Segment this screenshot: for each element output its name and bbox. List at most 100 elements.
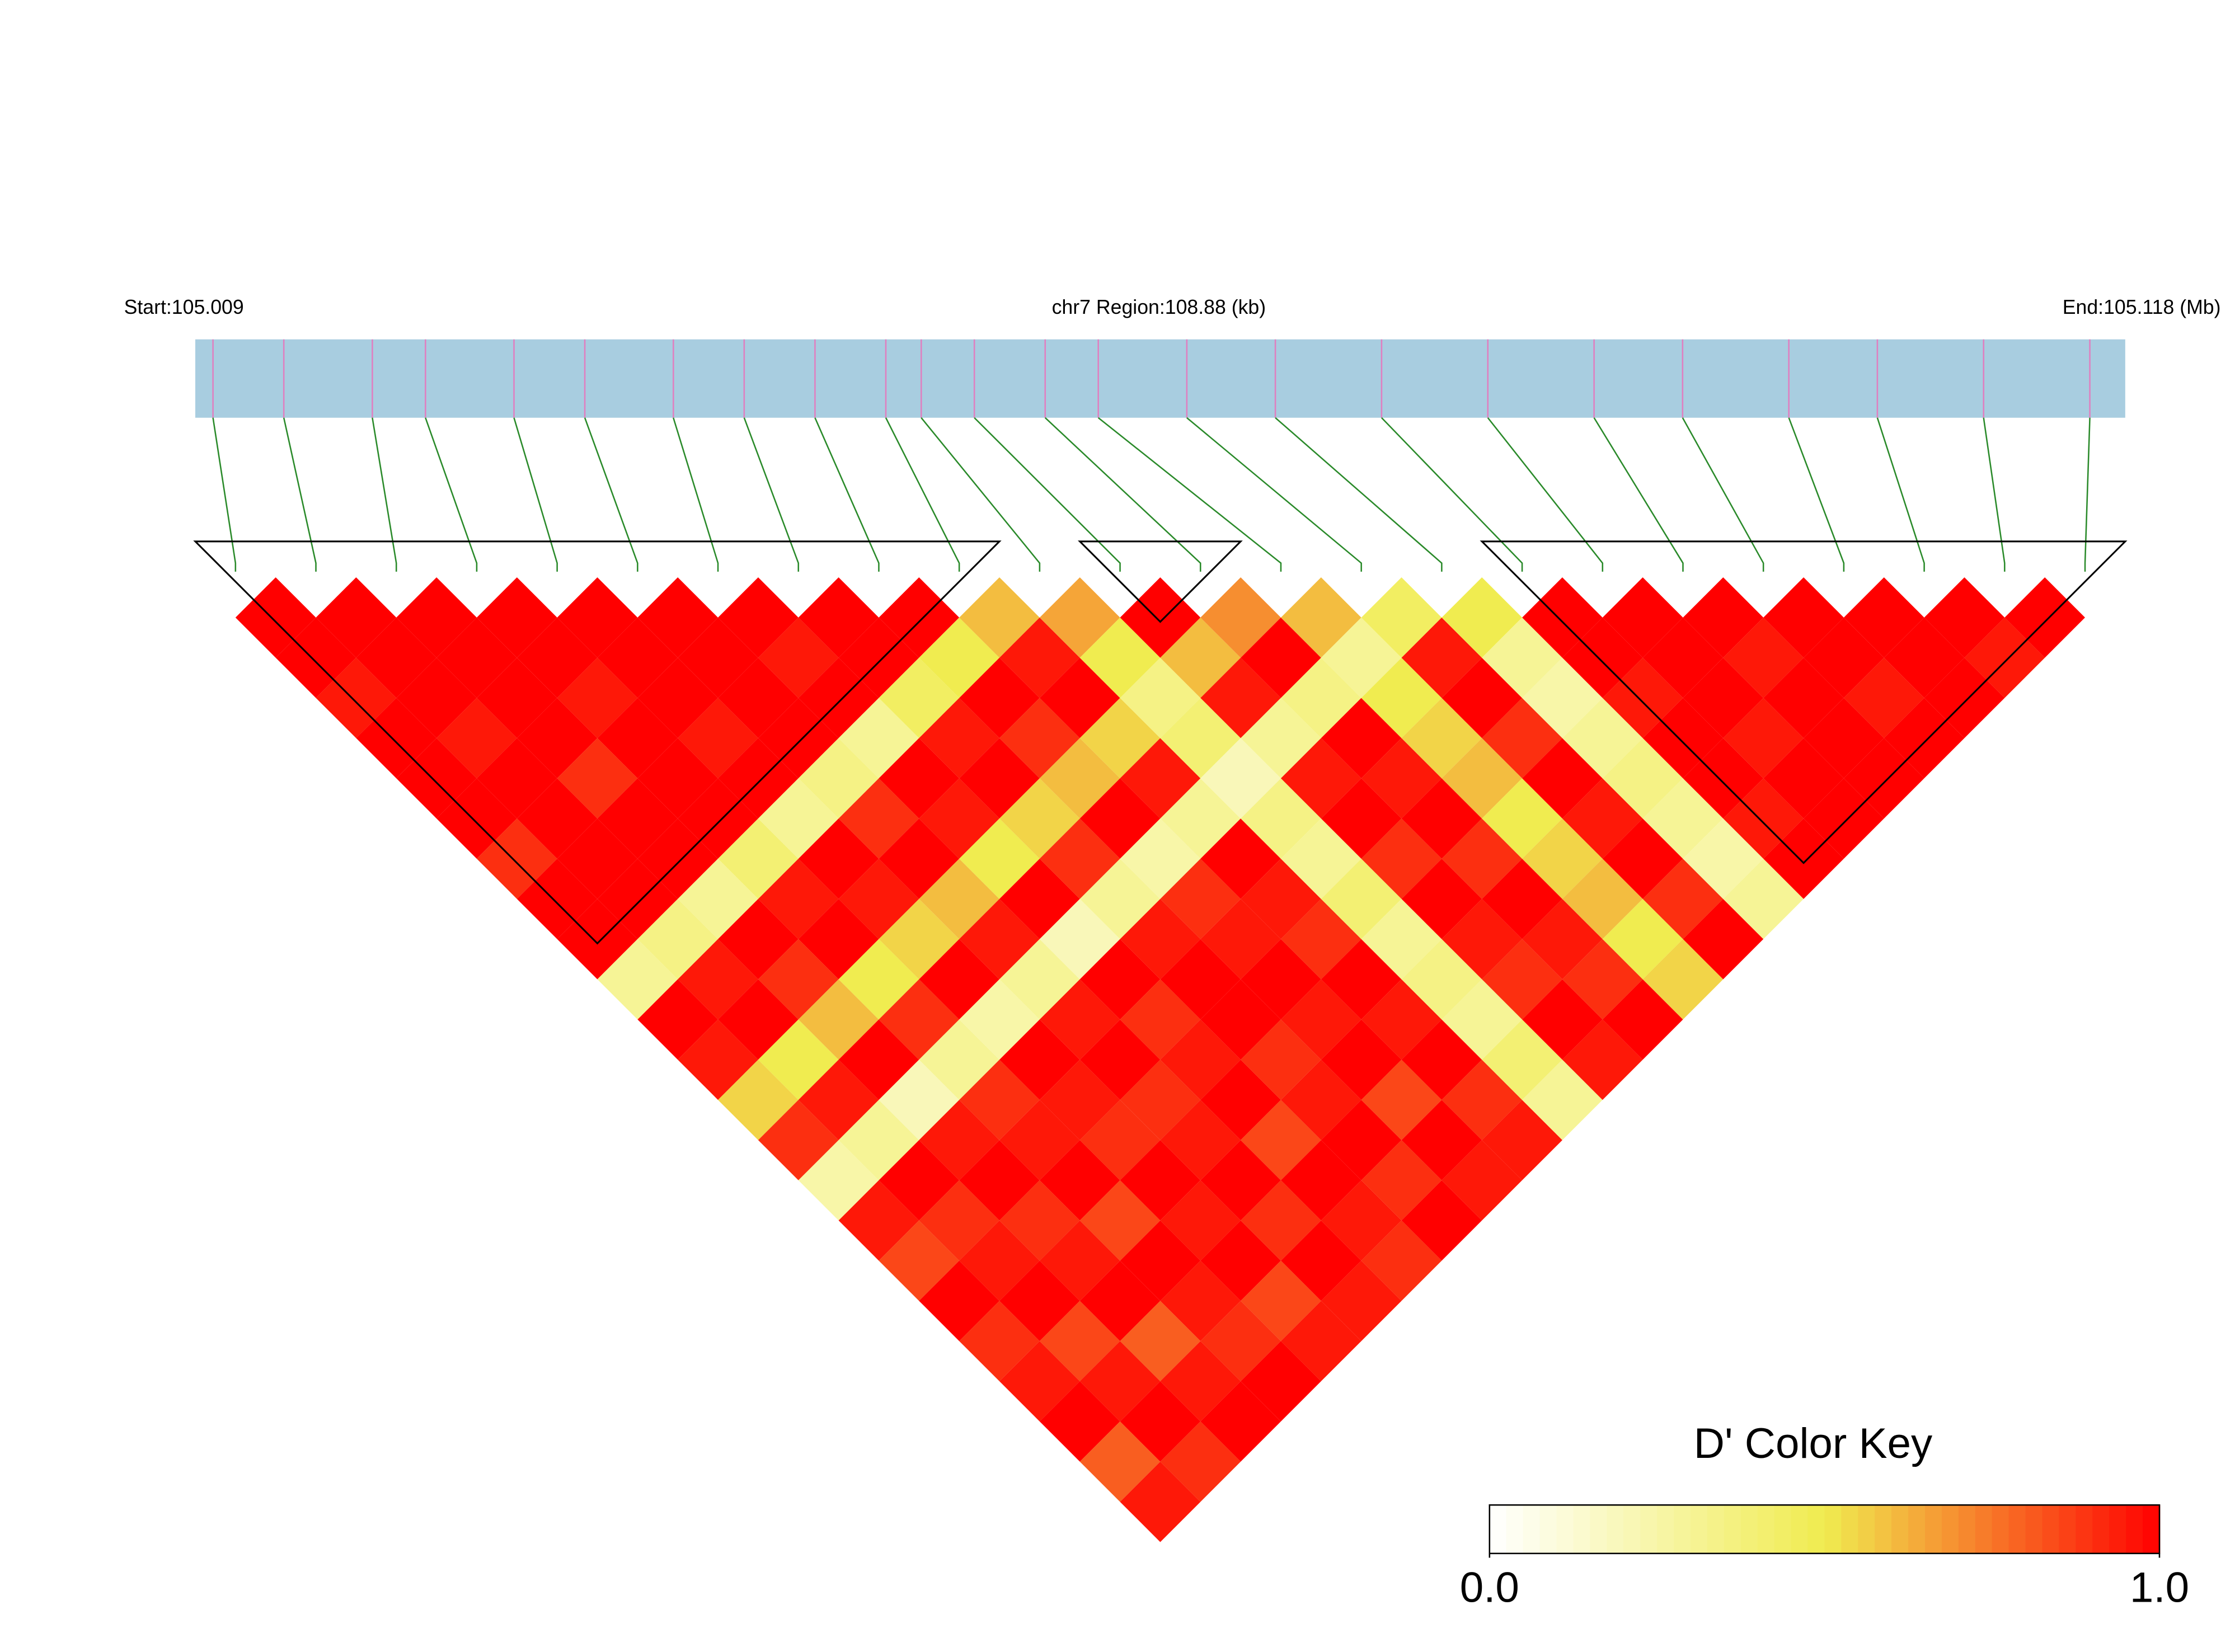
ld-cell xyxy=(1079,617,1161,698)
ld-cell xyxy=(879,657,960,738)
color-key-swatch xyxy=(2076,1505,2093,1554)
color-key-swatch xyxy=(1791,1505,1809,1554)
ld-cell xyxy=(1482,698,1562,779)
color-key-swatch xyxy=(1489,1505,1508,1554)
color-key-swatch xyxy=(1640,1505,1658,1554)
color-key-swatch xyxy=(2109,1505,2127,1554)
ld-cell xyxy=(1924,577,2005,658)
ld-cell xyxy=(1683,818,1764,899)
marker-connector xyxy=(1593,417,1684,572)
ld-cell xyxy=(678,698,758,779)
color-key-swatch xyxy=(1556,1505,1574,1554)
ld-cell xyxy=(597,778,678,859)
marker-connector xyxy=(1682,417,1764,572)
color-key-swatch xyxy=(1891,1505,1909,1554)
start-label: Start:105.009 xyxy=(124,296,244,318)
marker-connector xyxy=(673,417,719,572)
color-key-swatch xyxy=(1807,1505,1825,1554)
ld-cell xyxy=(1321,698,1402,779)
ld-cell xyxy=(678,778,758,859)
ld-cell xyxy=(2004,577,2086,658)
ld-cell xyxy=(1482,1019,1562,1100)
ld-cell xyxy=(1482,858,1562,939)
ld-cell xyxy=(1723,698,1804,779)
color-key-swatch xyxy=(1657,1505,1675,1554)
marker-connector xyxy=(372,417,397,572)
ld-cell xyxy=(718,577,799,658)
ld-cell xyxy=(517,617,598,698)
ld-cell xyxy=(1442,657,1523,738)
ld-cell xyxy=(1642,939,1724,1020)
color-key-swatch xyxy=(1523,1505,1541,1554)
ld-cell xyxy=(1401,939,1482,1020)
color-key-swatch xyxy=(1975,1505,1993,1554)
ld-cell xyxy=(838,617,919,698)
ld-cell xyxy=(1683,738,1764,819)
color-key-swatch xyxy=(1674,1505,1692,1554)
color-key-swatch xyxy=(1924,1505,1943,1554)
color-key-swatch xyxy=(2008,1505,2026,1554)
ld-cell xyxy=(1442,898,1523,980)
ld-cell xyxy=(1401,698,1482,779)
ld-cell xyxy=(476,738,557,819)
ld-cell xyxy=(1120,1220,1201,1301)
color-key-swatch xyxy=(1757,1505,1775,1554)
ld-cell xyxy=(1120,1381,1201,1462)
ld-cell xyxy=(1401,617,1482,698)
marker-connector xyxy=(1381,417,1523,572)
color-key-swatch xyxy=(1908,1505,1926,1554)
ld-cell xyxy=(1241,698,1321,779)
marker-connector xyxy=(584,417,638,572)
color-key-swatch xyxy=(1875,1505,1893,1554)
marker-connector xyxy=(2084,417,2091,572)
region-label: chr7 Region:108.88 (kb) xyxy=(1052,296,1266,318)
ld-cell xyxy=(597,858,678,939)
ld-cell xyxy=(637,818,719,899)
ld-block xyxy=(1480,540,2128,864)
ld-cell xyxy=(1241,617,1321,698)
marker-connector xyxy=(814,417,880,572)
ld-cell xyxy=(1482,1100,1562,1180)
color-key-swatch xyxy=(1623,1505,1641,1554)
ld-cell xyxy=(1642,778,1724,859)
ld-cell xyxy=(637,577,719,658)
ld-cell xyxy=(1562,778,1643,859)
ld-cell xyxy=(879,577,960,658)
ld-cell xyxy=(396,657,477,738)
ld-cell xyxy=(1482,617,1562,698)
marker-connector xyxy=(283,417,317,572)
color-key-swatch xyxy=(2042,1505,2060,1554)
ld-cell xyxy=(1321,617,1402,698)
ld-cell xyxy=(1924,657,2005,738)
ld-cell xyxy=(637,898,719,980)
marker-connector xyxy=(1097,417,1282,572)
ld-cell xyxy=(1683,657,1764,738)
ld-cell xyxy=(1804,698,1884,779)
ld-cell xyxy=(1321,1180,1402,1261)
color-key-swatch xyxy=(1992,1505,2009,1554)
color-key-swatch xyxy=(2025,1505,2043,1554)
ld-cell xyxy=(1039,898,1120,980)
marker-connector xyxy=(885,417,960,572)
color-key-swatch xyxy=(1607,1505,1624,1554)
ld-cell xyxy=(597,939,678,1020)
color-key-swatch xyxy=(1841,1505,1859,1554)
color-key-swatch xyxy=(1690,1505,1708,1554)
ld-cell xyxy=(678,939,758,1020)
marker-connector xyxy=(513,417,558,572)
ld-cell xyxy=(1562,939,1643,1020)
ld-cell xyxy=(1039,1140,1120,1221)
ld-cell xyxy=(1804,617,1884,698)
ld-cell xyxy=(1723,778,1804,859)
ld-cell xyxy=(1280,1140,1361,1221)
ld-cell xyxy=(1482,939,1562,1020)
ld-cell xyxy=(879,1220,960,1301)
ld-cell xyxy=(1361,657,1442,738)
marker-connector xyxy=(1788,417,1845,572)
ld-cell xyxy=(1442,577,1523,658)
color-key-swatch xyxy=(1539,1505,1557,1554)
color-key-swatch xyxy=(2059,1505,2077,1554)
color-key-swatch xyxy=(1958,1505,1976,1554)
ld-cell xyxy=(1964,617,2045,698)
